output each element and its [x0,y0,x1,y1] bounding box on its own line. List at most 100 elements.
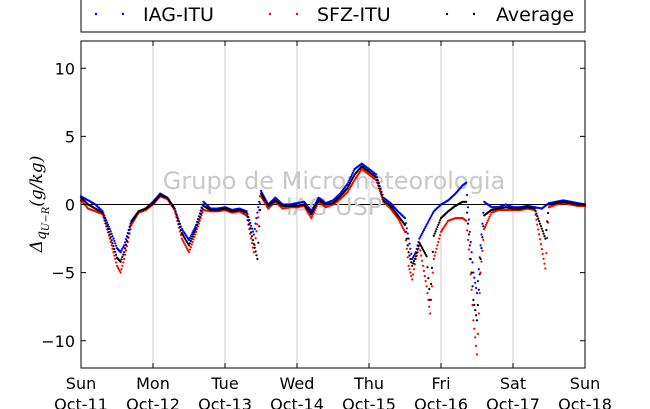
data-point [252,233,255,236]
data-point [410,252,413,255]
data-point [118,269,121,272]
legend-item-sfz-itu: SFZ-ITU [268,4,391,26]
data-point [194,228,197,231]
data-point [423,274,426,278]
data-point [467,248,470,251]
data-point [401,225,404,228]
data-point [476,332,479,335]
data-point [347,185,350,188]
data-point [541,230,544,233]
data-point [538,222,542,225]
data-point [187,249,190,252]
data-point [348,188,351,191]
data-point [115,253,118,256]
legend-marker-iag-itu-2 [121,12,125,16]
data-point [252,251,255,254]
data-point [110,239,113,242]
data-point [351,176,354,179]
data-point [537,228,540,231]
x-tick-label-date: Oct-12 [126,395,180,409]
data-point [124,247,127,250]
data-point [407,237,410,240]
data-point [466,238,470,241]
data-point [184,244,187,247]
data-point [181,233,184,236]
data-point [543,262,546,265]
data-point [191,231,194,234]
data-point [377,184,380,187]
data-point [546,220,549,223]
data-point [111,235,114,238]
data-point [535,212,538,215]
data-point [190,243,193,246]
data-point [181,239,184,242]
data-point [405,247,408,250]
data-point [478,292,481,295]
data-point [107,225,110,228]
data-point [406,244,409,247]
data-point [544,237,547,240]
x-tick-label-day: Mon [136,374,170,393]
data-point [466,206,470,209]
data-point [412,268,416,271]
data-point [312,209,315,212]
data-point [253,246,256,249]
data-point [103,217,106,220]
data-point [106,223,110,226]
data-point [423,251,426,254]
data-point [469,240,472,244]
data-point [120,249,123,252]
data-point [307,212,310,215]
data-point [110,244,113,247]
data-point [380,193,383,196]
y-axis-title-subsub: U−R [41,206,52,231]
data-point [428,218,431,221]
data-point [124,243,128,246]
y-axis: 10 5 0 −5 −10 [41,59,585,351]
data-point [198,215,201,218]
data-point [541,252,544,255]
data-point [411,257,414,261]
data-point [197,218,200,221]
data-point [186,247,189,250]
legend-item-average: Average [445,4,574,26]
data-point [122,246,125,249]
data-point [313,207,316,210]
x-tick-label-day: Sun [66,374,96,393]
data-point [251,246,254,249]
x-axis: Sun Oct-11 Mon Oct-12 Tue Oct-13 Wed Oct-14 Thu O… [54,41,612,409]
y-axis-title-sub: q [34,231,50,240]
data-point [485,221,488,224]
data-point [419,243,422,246]
data-point [249,227,252,230]
data-point [539,243,543,246]
data-point [544,267,547,270]
data-point [429,312,432,315]
data-point [427,220,430,223]
data-point [124,241,127,244]
legend-marker-average-2 [472,12,476,16]
data-point [472,319,475,322]
data-point [426,222,429,225]
data-point [535,218,538,221]
data-point [350,178,353,181]
data-point [430,213,434,216]
data-point [119,260,122,263]
data-point [428,305,431,308]
data-point [484,223,488,226]
data-point [107,230,110,233]
data-point [471,261,474,264]
data-point [254,250,257,253]
data-point [410,261,413,264]
data-point [404,230,407,233]
data-point [193,235,196,238]
legend-marker-sfz-itu-1 [268,12,272,16]
data-point [483,227,486,231]
data-point [311,211,314,214]
data-points [79,162,587,356]
data-point [379,190,382,193]
data-point [422,250,425,253]
x-tick-label-day: Sun [570,374,600,393]
data-point [119,271,122,274]
data-point [430,285,434,288]
